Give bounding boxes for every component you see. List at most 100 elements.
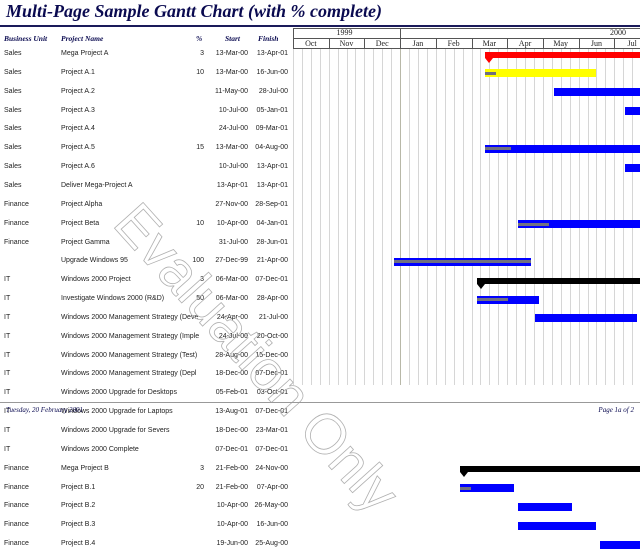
cell-business-unit: Sales bbox=[4, 68, 22, 76]
cell-business-unit: IT bbox=[4, 389, 11, 397]
cell-business-unit: IT bbox=[4, 276, 11, 284]
gantt-grid bbox=[293, 49, 640, 385]
cell-finish: 09-Mar-01 bbox=[255, 125, 288, 133]
task-bar[interactable] bbox=[517, 220, 640, 229]
grid-line bbox=[542, 49, 544, 385]
cell-start: 13-Apr-01 bbox=[216, 181, 248, 189]
cell-percent: 10 bbox=[196, 68, 204, 76]
cell-start: 28-Aug-00 bbox=[215, 351, 248, 359]
cell-start: 05-Feb-01 bbox=[215, 389, 248, 397]
cell-start: 24-Jul-00 bbox=[218, 125, 248, 133]
cell-percent: 3 bbox=[200, 50, 204, 57]
cell-start: 21-Feb-00 bbox=[215, 464, 248, 472]
cell-project-name: Investigate Windows 2000 (R&D) bbox=[61, 295, 165, 303]
grid-line bbox=[533, 49, 535, 385]
cell-project-name: Windows 2000 Management Strategy (Deve bbox=[61, 313, 199, 321]
cell-project-name: Windows 2000 Management Strategy (Imple bbox=[61, 332, 200, 340]
cell-project-name: Project A.5 bbox=[61, 144, 95, 152]
cell-business-unit: Finance bbox=[4, 540, 29, 548]
cell-business-unit: Finance bbox=[4, 200, 29, 208]
cell-business-unit: IT bbox=[4, 408, 11, 416]
grid-line bbox=[391, 49, 393, 385]
task-bar[interactable] bbox=[534, 314, 638, 323]
cell-start: 06-Mar-00 bbox=[215, 295, 248, 303]
month-label: Apr bbox=[518, 39, 532, 48]
cell-project-name: Project B.3 bbox=[61, 521, 96, 529]
grid-line bbox=[310, 49, 312, 385]
task-bar[interactable] bbox=[554, 88, 640, 97]
cell-start: 11-May-00 bbox=[215, 87, 248, 95]
task-bar[interactable] bbox=[394, 257, 531, 266]
grid-line bbox=[507, 49, 509, 385]
progress-indicator bbox=[485, 71, 497, 75]
footer-date: Tuesday, 20 February 2001 bbox=[6, 406, 83, 414]
grid-line bbox=[551, 49, 553, 385]
task-bar[interactable] bbox=[517, 502, 572, 511]
cell-finish: 28-Sep-01 bbox=[255, 200, 288, 208]
summary-bar[interactable] bbox=[460, 466, 640, 473]
cell-finish: 28-Jul-00 bbox=[258, 87, 288, 95]
cell-project-name: Project A.1 bbox=[61, 68, 95, 76]
footer-page: Page 1a of 2 bbox=[598, 406, 634, 414]
month-label: May bbox=[553, 39, 569, 48]
grid-line bbox=[444, 49, 446, 385]
cell-project-name: Windows 2000 Upgrade for Severs bbox=[61, 427, 170, 434]
cell-business-unit: Sales bbox=[4, 125, 22, 133]
grid-line bbox=[400, 49, 402, 385]
cell-project-name: Project A.4 bbox=[61, 125, 95, 133]
task-bar[interactable] bbox=[624, 107, 640, 116]
month-divider bbox=[507, 38, 509, 49]
grid-line bbox=[605, 49, 607, 385]
cell-project-name: Mega Project B bbox=[61, 464, 109, 472]
cell-finish: 07-Dec-01 bbox=[255, 276, 288, 284]
task-bar[interactable] bbox=[485, 144, 640, 153]
year-label: 2000 bbox=[610, 28, 626, 37]
grid-line bbox=[462, 49, 464, 385]
grid-line bbox=[426, 49, 428, 385]
task-bar[interactable] bbox=[624, 163, 640, 172]
month-divider bbox=[578, 38, 580, 49]
cell-finish: 04-Aug-00 bbox=[255, 144, 288, 152]
task-bar[interactable] bbox=[477, 295, 540, 304]
task-bar[interactable] bbox=[485, 69, 597, 78]
cell-business-unit: IT bbox=[4, 445, 11, 453]
summary-bar[interactable] bbox=[485, 51, 640, 58]
cell-project-name: Windows 2000 Management Strategy (Test) bbox=[61, 351, 198, 359]
cell-finish: 16-Jun-00 bbox=[256, 68, 288, 76]
cell-percent: 10 bbox=[196, 219, 204, 227]
progress-indicator bbox=[485, 147, 511, 151]
cell-start: 27-Dec-99 bbox=[215, 257, 248, 265]
month-divider bbox=[471, 38, 473, 49]
header-start: Start bbox=[225, 34, 241, 43]
cell-finish: 07-Dec-01 bbox=[255, 408, 288, 416]
cell-business-unit: IT bbox=[4, 332, 11, 340]
cell-percent: 20 bbox=[196, 483, 204, 491]
month-label: Jun bbox=[590, 39, 602, 48]
cell-start: 18-Dec-00 bbox=[215, 427, 248, 434]
task-bar[interactable] bbox=[460, 484, 515, 493]
cell-finish: 23-Mar-01 bbox=[255, 427, 288, 434]
month-label: Jul bbox=[627, 39, 637, 48]
cell-project-name: Project Beta bbox=[61, 219, 100, 227]
cell-project-name: Windows 2000 Project bbox=[61, 276, 131, 284]
task-bar[interactable] bbox=[517, 521, 597, 530]
month-divider bbox=[364, 38, 366, 49]
cell-percent: 15 bbox=[196, 144, 204, 152]
cell-finish: 13-Apr-01 bbox=[256, 163, 288, 171]
month-divider bbox=[542, 38, 544, 49]
cell-start: 10-Jul-00 bbox=[218, 163, 248, 171]
header-finish: Finish bbox=[258, 34, 279, 43]
header-project-name: Project Name bbox=[61, 34, 104, 43]
grid-line bbox=[525, 49, 527, 385]
cell-finish: 20-Oct-00 bbox=[256, 332, 288, 340]
header-percent: % bbox=[196, 34, 203, 43]
summary-bar[interactable] bbox=[477, 277, 640, 284]
cell-project-name: Project A.6 bbox=[61, 163, 95, 171]
grid-line bbox=[328, 49, 330, 385]
cell-business-unit: Finance bbox=[4, 464, 29, 472]
cell-start: 13-Mar-00 bbox=[215, 50, 248, 57]
cell-finish: 24-Nov-00 bbox=[255, 464, 288, 472]
grid-line bbox=[560, 49, 562, 385]
task-bar[interactable] bbox=[600, 540, 640, 549]
cell-business-unit: Sales bbox=[4, 50, 22, 57]
